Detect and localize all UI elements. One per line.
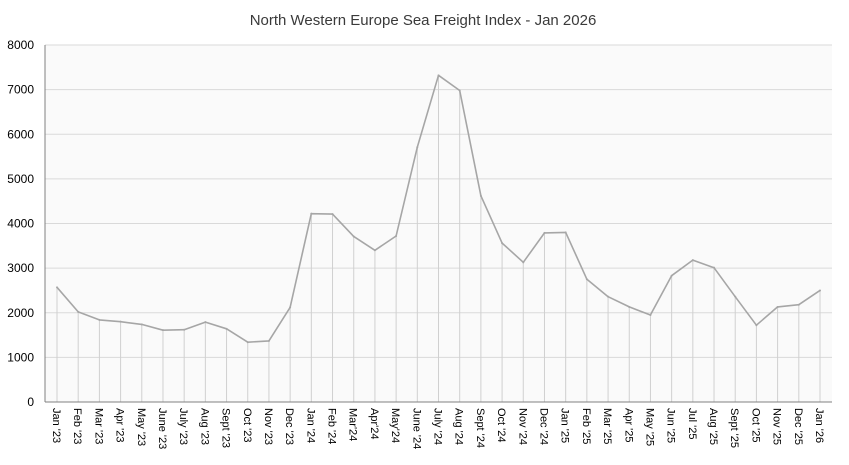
x-tick-label: Jan '26 (813, 408, 825, 443)
x-tick-label: Apr'24 (368, 408, 380, 439)
x-tick-label: Sept '25 (728, 408, 740, 448)
x-tick-label: Apr '25 (622, 408, 634, 443)
x-tick-label: Mar'24 (347, 408, 359, 441)
data-point (161, 329, 164, 332)
x-tick-label: Mar '23 (92, 408, 104, 444)
y-tick-label: 8000 (7, 38, 34, 52)
x-tick-label: Mar '25 (601, 408, 613, 444)
x-tick-label: Dec '23 (283, 408, 295, 445)
x-tick-label: Oct '25 (749, 408, 761, 443)
drop-lines (56, 75, 821, 402)
x-tick-label: May '23 (135, 408, 147, 446)
x-tick-label: Jun '25 (665, 408, 677, 443)
data-point (204, 321, 207, 324)
x-tick-label: May'24 (389, 408, 401, 443)
data-point (628, 305, 631, 308)
x-tick-label: Dec '25 (792, 408, 804, 445)
x-tick-labels: Jan '23 Feb '23 Mar '23 Apr '23 May '23 June … (50, 408, 825, 449)
y-tick-label: 4000 (7, 217, 34, 231)
series-group (56, 74, 821, 344)
y-tick-label: 5000 (7, 172, 34, 186)
y-tick-label: 2000 (7, 306, 34, 320)
data-point (140, 323, 143, 326)
data-point (373, 249, 376, 252)
x-tick-label: Feb '25 (580, 408, 592, 444)
x-tick-label: July '24 (432, 408, 444, 445)
x-tick-label: Sept '23 (220, 408, 232, 448)
x-tick-label: Nov '24 (516, 408, 528, 445)
x-tick-label: Aug '23 (198, 408, 210, 445)
data-point (734, 295, 737, 298)
x-tick-label: Oct '23 (241, 408, 253, 443)
data-point (713, 266, 716, 269)
x-tick-label: July '23 (177, 408, 189, 445)
data-point (522, 261, 525, 264)
y-tick-label: 1000 (7, 350, 34, 364)
y-tick-label: 3000 (7, 261, 34, 275)
data-point (543, 231, 546, 234)
data-point (479, 194, 482, 197)
data-point (331, 213, 334, 216)
data-point (691, 259, 694, 262)
y-tick-labels: 0 1000 2000 3000 4000 5000 6000 7000 8000 (7, 38, 34, 409)
x-tick-label: Jan '25 (559, 408, 571, 443)
y-tick-label: 0 (27, 395, 34, 409)
data-point (585, 278, 588, 281)
data-point (437, 74, 440, 77)
x-tick-label: Sept '24 (474, 408, 486, 448)
data-point (755, 324, 758, 327)
x-tick-label: June '24 (410, 408, 422, 449)
data-point (797, 303, 800, 306)
data-point (819, 289, 821, 292)
x-tick-label: Apr '23 (114, 408, 126, 443)
data-point (564, 231, 567, 234)
x-tick-label: May '25 (643, 408, 655, 446)
y-tick-label: 6000 (7, 127, 34, 141)
x-tick-label: Jul '25 (686, 408, 698, 439)
data-point (776, 305, 779, 308)
data-point (458, 89, 461, 92)
chart-title: North Western Europe Sea Freight Index -… (250, 12, 597, 29)
data-point (607, 295, 610, 298)
x-tick-label: Feb '24 (326, 408, 338, 444)
data-point (98, 318, 101, 321)
data-point (225, 327, 228, 330)
x-tick-label: Jan '23 (50, 408, 62, 443)
data-point (649, 313, 652, 316)
x-tick-label: Nov '25 (771, 408, 783, 445)
data-point (267, 339, 270, 342)
x-tick-label: June '23 (156, 408, 168, 449)
data-point (246, 341, 249, 344)
data-point (56, 286, 58, 289)
data-point (395, 234, 398, 237)
data-point (352, 235, 355, 238)
x-tick-label: Nov '23 (262, 408, 274, 445)
data-point (670, 274, 673, 277)
x-tick-label: Oct '24 (495, 408, 507, 443)
data-point (289, 306, 292, 309)
x-tick-label: Aug '25 (707, 408, 719, 445)
x-tick-label: Aug '24 (453, 408, 465, 445)
axes (44, 45, 832, 403)
data-point (416, 146, 419, 149)
x-tick-label: Dec '24 (537, 408, 549, 445)
y-tick-label: 7000 (7, 83, 34, 97)
data-point (501, 242, 504, 245)
data-point (77, 310, 80, 313)
data-point (183, 328, 186, 331)
x-tick-label: Jan '24 (304, 408, 316, 443)
data-point (119, 320, 122, 323)
x-tick-label: Feb '23 (71, 408, 83, 444)
data-point (310, 212, 313, 215)
